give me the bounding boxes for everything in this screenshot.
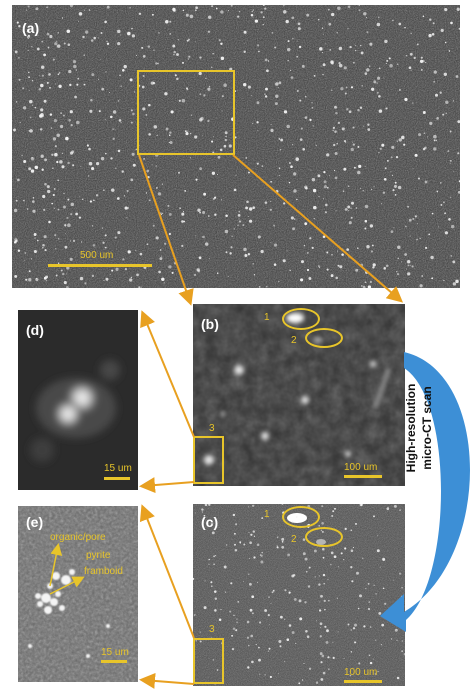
micro-ct-image-b [193, 304, 405, 486]
region-1-outline-c [282, 506, 320, 528]
scan-arrow-line2: micro-CT scan [420, 386, 434, 470]
marker-2-b: 2 [291, 335, 297, 346]
scale-bar-d [104, 477, 130, 480]
region-2-outline-b [305, 328, 343, 348]
panel-b-label: (b) [201, 316, 219, 332]
scan-arrow-line1: High-resolution [404, 383, 418, 473]
panel-d-image [18, 310, 138, 490]
scale-bar-b [344, 475, 382, 478]
marker-3-c: 3 [209, 624, 215, 635]
micro-ct-image-d [18, 310, 138, 490]
micro-ct-image-a [12, 5, 460, 288]
panel-d-label: (d) [26, 322, 44, 338]
marker-1-c: 1 [264, 509, 270, 520]
annotation-organic-pore: organic/pore [50, 532, 106, 543]
scale-label-d: 15 um [104, 463, 132, 474]
region-1-outline-b [282, 308, 320, 330]
scale-label-a: 500 um [80, 250, 114, 261]
panel-a-label: (a) [22, 20, 40, 36]
scale-label-b: 100 um [344, 462, 378, 473]
zoom-region-box-b [193, 436, 224, 484]
zoom-region-box-a [137, 70, 235, 155]
annotation-pyrite: pyrite [86, 550, 111, 561]
zoom-region-box-c [193, 638, 224, 684]
panel-c-label: (c) [201, 514, 219, 530]
marker-3-b: 3 [209, 423, 215, 434]
scale-label-e: 15 um [101, 647, 129, 658]
scan-arrow-label: High-resolution micro-CT scan [403, 353, 439, 503]
connector-b-to-d-bottom [139, 477, 195, 494]
scale-label-c: 100 um [344, 667, 378, 678]
connector-c-to-e-top [139, 504, 195, 639]
panel-c-image [193, 504, 405, 686]
marker-2-c: 2 [291, 534, 297, 545]
region-2-outline-c [305, 527, 343, 547]
panel-e-label: (e) [26, 514, 44, 530]
panel-a-image [12, 5, 460, 288]
annotation-framboid: framboid [84, 566, 123, 577]
panel-b-image [193, 304, 405, 486]
marker-1-b: 1 [264, 312, 270, 323]
scale-bar-c [344, 680, 382, 683]
scale-bar-a [48, 264, 152, 267]
connector-c-to-e-bottom [139, 672, 195, 689]
connector-b-to-d-top [140, 310, 195, 438]
scale-bar-e [101, 660, 127, 663]
micro-ct-image-c [193, 504, 405, 686]
